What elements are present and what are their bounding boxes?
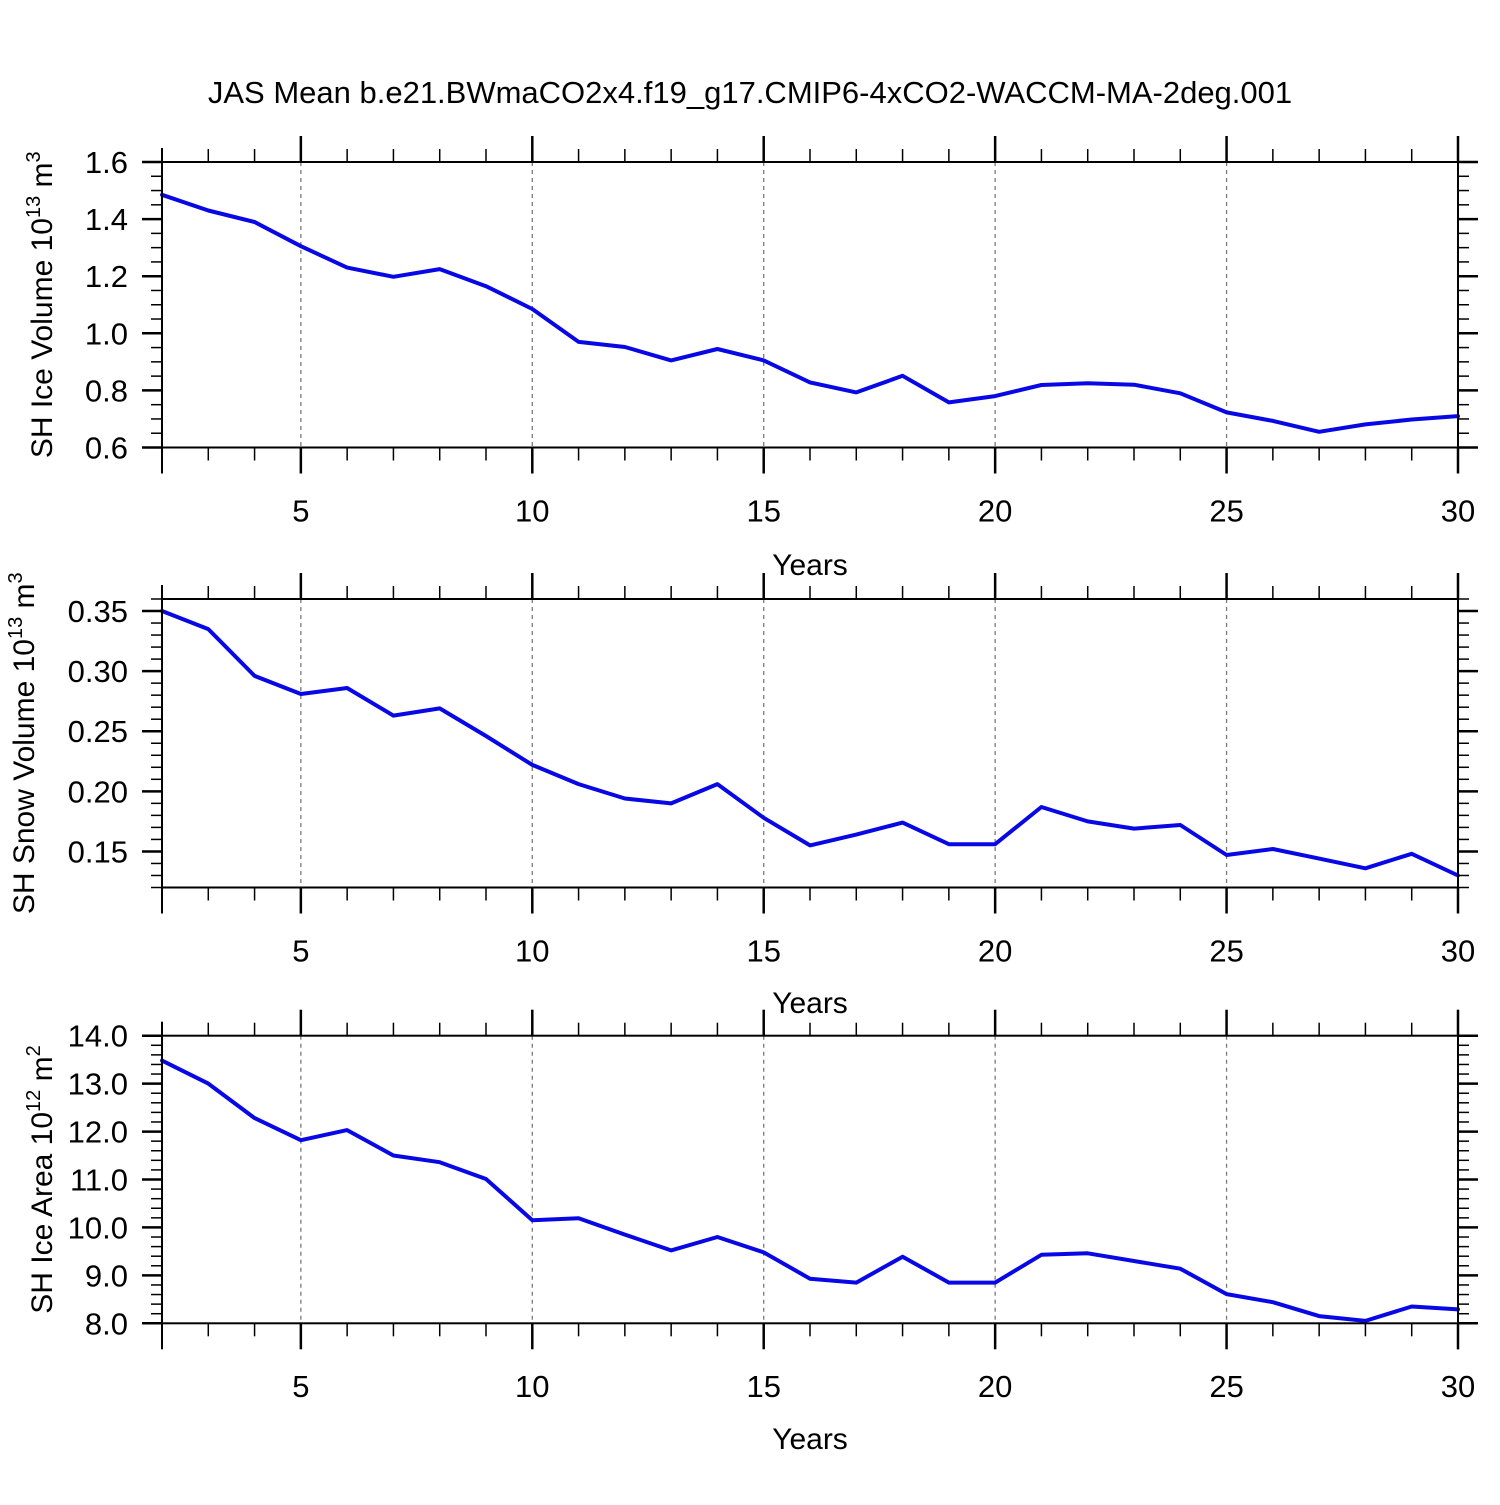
- panel-sh-ice-volume: 5 10 15 20 25 30 0.6 0.8 1.0 1.2 1.4 1.6 Years SH Ice…: [23, 136, 1478, 582]
- x-tick-label: 20: [978, 1369, 1012, 1404]
- x-tick-label: 15: [746, 934, 780, 969]
- x-tick-label: 10: [515, 1369, 549, 1404]
- x-tick-label: 25: [1209, 934, 1243, 969]
- x-axis-title: Years: [772, 1423, 848, 1456]
- y-tick-label: 12.0: [68, 1115, 128, 1150]
- y-tick-label: 14.0: [68, 1019, 128, 1054]
- x-tick-label: 5: [292, 494, 309, 529]
- y-tick-label: 0.30: [68, 654, 128, 689]
- figure-title: JAS Mean b.e21.BWmaCO2x4.f19_g17.CMIP6-4…: [208, 75, 1292, 110]
- y-tick-label: 0.25: [68, 714, 128, 749]
- y-tick-label: 1.4: [85, 202, 128, 237]
- x-tick-label: 30: [1441, 494, 1475, 529]
- y-axis-title: SH Ice Area 1012​ m2​: [23, 1045, 59, 1314]
- series-line: [160, 192, 1460, 434]
- y-tick-label: 0.20: [68, 774, 128, 809]
- x-tick-label: 30: [1441, 1369, 1475, 1404]
- y-tick-label: 9.0: [85, 1258, 128, 1293]
- x-tick-label: 15: [746, 494, 780, 529]
- x-tick-label: 20: [978, 494, 1012, 529]
- panels: 5 10 15 20 25 30 0.6 0.8 1.0 1.2 1.4 1.6 Years SH Ice…: [5, 136, 1478, 1456]
- plot-box: [161, 161, 1459, 449]
- y-tick-label: 0.35: [68, 594, 128, 629]
- y-tick-label: 8.0: [85, 1306, 128, 1341]
- y-tick-label: 13.0: [68, 1067, 128, 1102]
- x-tick-label: 10: [515, 934, 549, 969]
- x-tick-label: 25: [1209, 1369, 1243, 1404]
- x-tick-label: 10: [515, 494, 549, 529]
- x-tick-label: 30: [1441, 934, 1475, 969]
- x-tick-label: 5: [292, 1369, 309, 1404]
- y-tick-label: 1.0: [85, 316, 128, 351]
- y-tick-label: 0.8: [85, 373, 128, 408]
- x-tick-label: 25: [1209, 494, 1243, 529]
- x-tick-label: 20: [978, 934, 1012, 969]
- series-line: [160, 1058, 1460, 1323]
- y-axis-title: SH Ice Volume 1013​ m3​: [23, 151, 59, 458]
- series-line: [160, 609, 1460, 878]
- panel-sh-ice-area: 5 10 15 20 25 30 8.0 9.0 10.0 11.0 12.0 13.0 14.0 Yea…: [23, 1009, 1478, 1456]
- y-tick-label: 1.2: [85, 259, 128, 294]
- y-tick-label: 0.6: [85, 431, 128, 466]
- x-axis-title: Years: [772, 549, 848, 582]
- y-tick-label: 0.15: [68, 834, 128, 869]
- x-tick-label: 5: [292, 934, 309, 969]
- y-axis-title: SH Snow Volume 1013​ m3​: [5, 572, 41, 914]
- y-tick-label: 1.6: [85, 145, 128, 180]
- panel-sh-snow-volume: 5 10 15 20 25 30 0.15 0.20 0.25 0.30 0.35 Years SH S…: [5, 572, 1478, 1020]
- x-tick-label: 15: [746, 1369, 780, 1404]
- x-axis-title: Years: [772, 987, 848, 1020]
- y-tick-label: 11.0: [70, 1163, 128, 1198]
- y-tick-label: 10.0: [68, 1210, 128, 1245]
